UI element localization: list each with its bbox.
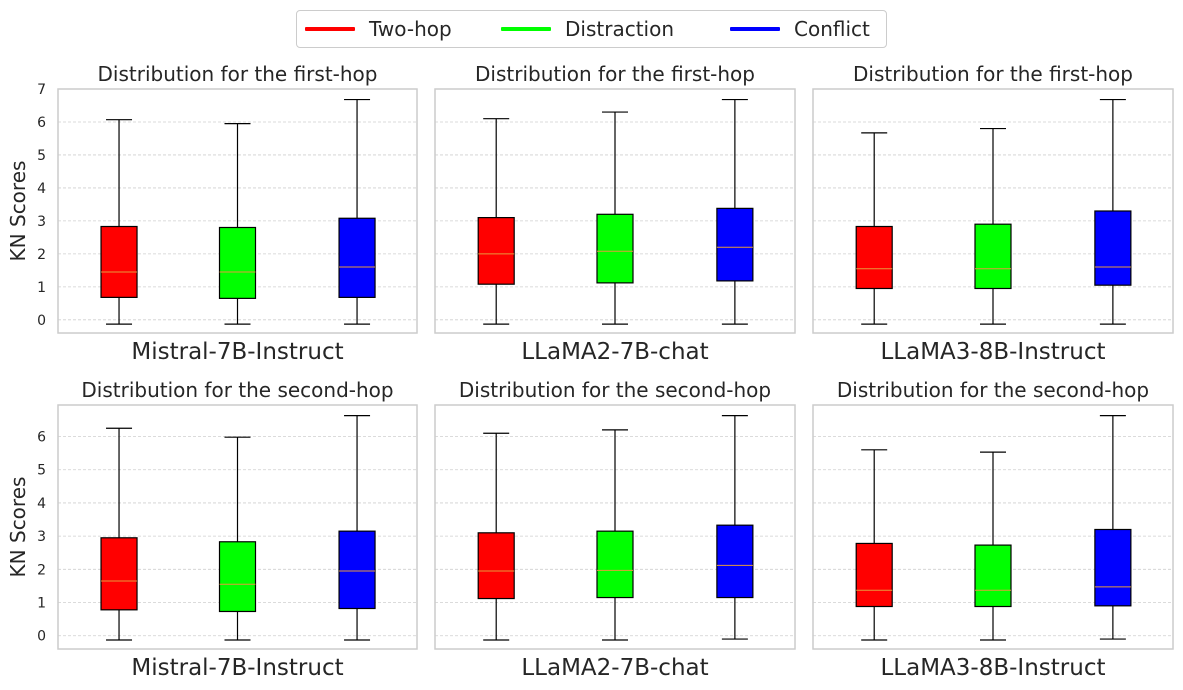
panel-1-ytick-label: 3 [37,214,46,230]
panel-4-ytick-label: 3 [37,529,46,545]
legend-label-two-hop: Two-hop [369,17,452,41]
panel-2-box-distraction [596,213,634,284]
panel-6-box-conflict [1094,528,1132,607]
panel-2-box-conflict [716,207,754,282]
panel-4-box-two-hop [100,537,138,611]
legend-swatch-two-hop [305,27,355,31]
panel-4-xlabel: Mistral-7B-Instruct [131,655,343,681]
panel-5-box-distraction [596,530,634,599]
panel-4-ytick-label: 4 [37,496,46,512]
panel-1-ylabel: KN Scores [6,161,30,262]
panel-4-box-conflict [338,530,376,610]
legend-label-distraction: Distraction [565,17,675,41]
legend: Two-hop Distraction Conflict [296,10,887,48]
panel-4-ytick-label: 0 [37,629,46,645]
panel-4-ytick-label: 5 [37,463,46,479]
panel-4-ylabel: KN Scores [6,477,30,578]
panel-6-frame [812,404,1174,650]
panel-1-frame [57,88,418,334]
legend-item-distraction: Distraction [501,11,674,47]
legend-item-two-hop: Two-hop [305,11,452,47]
panel-3-title: Distribution for the first-hop [853,62,1133,86]
panel-3-box-conflict [1094,210,1132,286]
panel-5-xlabel: LLaMA2-7B-chat [521,655,708,681]
legend-swatch-conflict [730,27,780,31]
panel-1-box-distraction [218,226,257,299]
legend-item-conflict: Conflict [730,11,870,47]
panel-1-ytick-label: 6 [37,115,46,131]
panel-5-frame [434,404,796,650]
panel-3-box-distraction [974,223,1012,290]
panel-5-title: Distribution for the second-hop [459,378,771,402]
panel-3-frame [812,88,1174,334]
panel-6-title: Distribution for the second-hop [837,378,1149,402]
panel-1-ytick-label: 4 [37,181,46,197]
panel-1-ytick-label: 5 [37,148,46,164]
panel-1-box-two-hop [100,225,138,298]
panel-1-ytick-label: 2 [37,247,46,263]
panel-6-xlabel: LLaMA3-8B-Instruct [880,655,1105,681]
panel-1-ytick-label: 1 [37,280,46,296]
panel-4-box-distraction [218,541,257,613]
panel-4-frame [57,404,418,650]
panel-2-xlabel: LLaMA2-7B-chat [521,339,708,365]
panel-1-xlabel: Mistral-7B-Instruct [131,339,343,365]
panel-4-title: Distribution for the second-hop [81,378,393,402]
panel-6-box-distraction [974,544,1012,608]
panel-1-ytick-label: 0 [37,313,46,329]
panel-1-ytick-label: 7 [37,82,46,98]
panel-1-title: Distribution for the first-hop [98,62,378,86]
panel-3-xlabel: LLaMA3-8B-Instruct [880,339,1105,365]
panel-4-ytick-label: 6 [37,430,46,446]
panel-3-box-two-hop [855,225,893,290]
panel-4-ytick-label: 1 [37,596,46,612]
panel-5-box-conflict [716,524,754,599]
panel-1-box-conflict [338,217,376,298]
panel-5-box-two-hop [477,532,515,600]
panel-2-box-two-hop [477,216,515,285]
panel-2-title: Distribution for the first-hop [475,62,755,86]
legend-label-conflict: Conflict [794,17,870,41]
legend-swatch-distraction [501,27,551,31]
panel-4-ytick-label: 2 [37,562,46,578]
panel-2-frame [434,88,796,334]
panel-6-box-two-hop [855,542,893,608]
